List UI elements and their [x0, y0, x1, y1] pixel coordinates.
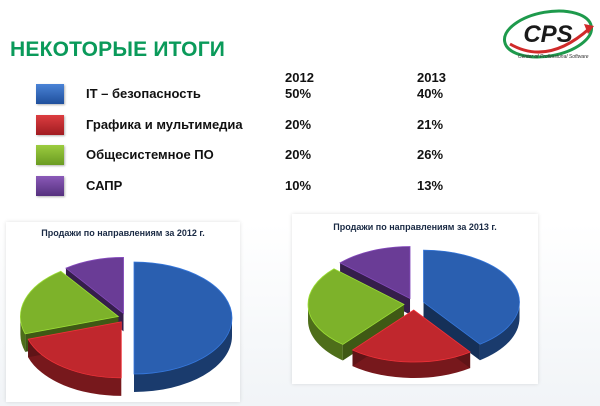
pie-slice [351, 309, 471, 378]
pie-slice [133, 261, 233, 392]
legend-label: Графика и мультимедиа [86, 117, 243, 132]
logo-text: CPS [523, 21, 572, 48]
legend-row: Графика и мультимедиа 20% 21% [0, 115, 600, 137]
value-2013: 40% [417, 86, 444, 101]
column-header-2013: 2013 [417, 70, 446, 85]
value-2013: 26% [417, 147, 444, 162]
legend-swatch [36, 84, 64, 104]
value-2012: 20% [285, 117, 312, 132]
pie-slice [27, 321, 122, 396]
legend-row: САПР 10% 13% [0, 176, 600, 198]
value-2012: 20% [285, 147, 312, 162]
legend-label: IT – безопасность [86, 86, 201, 101]
legend-row: IT – безопасность 50% 40% [0, 84, 600, 106]
pie-chart-2013 [307, 246, 520, 378]
legend-label: САПР [86, 178, 123, 193]
value-2012: 50% [285, 86, 312, 101]
column-header-2012: 2012 [285, 70, 314, 85]
legend-label: Общесистемное ПО [86, 147, 214, 162]
pie-slice [423, 249, 520, 361]
chart-2012: Продажи по направлениям за 2012 г. [6, 222, 240, 402]
value-2012: 10% [285, 178, 312, 193]
legend-swatch [36, 176, 64, 196]
chart-title-2012: Продажи по направлениям за 2012 г. [41, 228, 205, 238]
page-title: НЕКОТОРЫЕ ИТОГИ [10, 38, 226, 61]
legend-swatch [36, 145, 64, 165]
legend-row: Общесистемное ПО 20% 26% [0, 145, 600, 167]
chart-2013: Продажи по направлениям за 2013 г. [292, 214, 538, 384]
value-2013: 21% [417, 117, 444, 132]
legend-swatch [36, 115, 64, 135]
logo-subtitle: Center of Professional Software [518, 54, 589, 60]
pie-chart-2012 [20, 257, 233, 396]
chart-title-2013: Продажи по направлениям за 2013 г. [333, 222, 497, 232]
cps-logo: CPS [503, 9, 594, 59]
value-2013: 13% [417, 178, 444, 193]
pie-slice [307, 268, 405, 361]
